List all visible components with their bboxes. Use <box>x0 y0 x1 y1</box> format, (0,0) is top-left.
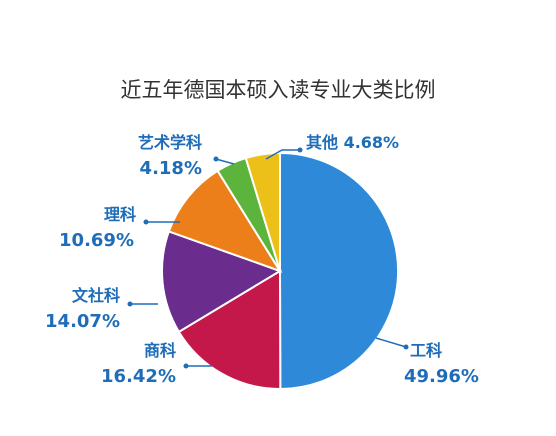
slice-labels: 工科 49.96% 商科 16.42% 文社科 14.07% 理科 10.69% 艺术学科 4.1… <box>45 133 479 387</box>
leader-dot-4 <box>143 219 149 225</box>
slice-label-name-4: 理科 <box>104 205 136 224</box>
leader-dot-5 <box>213 156 219 162</box>
slice-label-value-2: 16.42% <box>101 366 176 387</box>
slice-label-value-3: 14.07% <box>45 311 120 332</box>
leader-line-5 <box>215 158 235 165</box>
pie-slices <box>161 151 400 391</box>
slice-label-value-5: 4.18% <box>140 158 202 179</box>
pie-slice-3 <box>161 230 283 334</box>
pie-slice-1 <box>279 151 400 391</box>
slice-label-name-5: 艺术学科 <box>138 133 202 152</box>
slice-label-name-3: 文社科 <box>72 286 120 305</box>
pie-slice-4 <box>167 169 283 273</box>
slice-label-name-1: 工科 <box>410 341 442 360</box>
slice-label-value-6: 4.68% <box>344 133 400 152</box>
slice-label-value-4: 10.69% <box>59 230 134 251</box>
slice-label-name-2: 商科 <box>144 341 176 360</box>
slice-label-6: 其他 4.68% <box>306 133 399 152</box>
pie-slice-6 <box>244 151 281 272</box>
leader-dot-6 <box>297 147 303 153</box>
leader-dot-1 <box>403 344 409 350</box>
leader-dot-2 <box>183 363 189 369</box>
slice-label-name-6: 其他 <box>306 133 344 152</box>
slice-label-value-1: 49.96% <box>404 366 479 387</box>
pie-slice-2 <box>177 269 282 391</box>
chart-title: 近五年德国本硕入读专业大类比例 <box>121 78 436 102</box>
leader-dot-3 <box>127 301 133 307</box>
leader-line-1 <box>375 337 407 348</box>
leader-line-6 <box>265 149 300 160</box>
